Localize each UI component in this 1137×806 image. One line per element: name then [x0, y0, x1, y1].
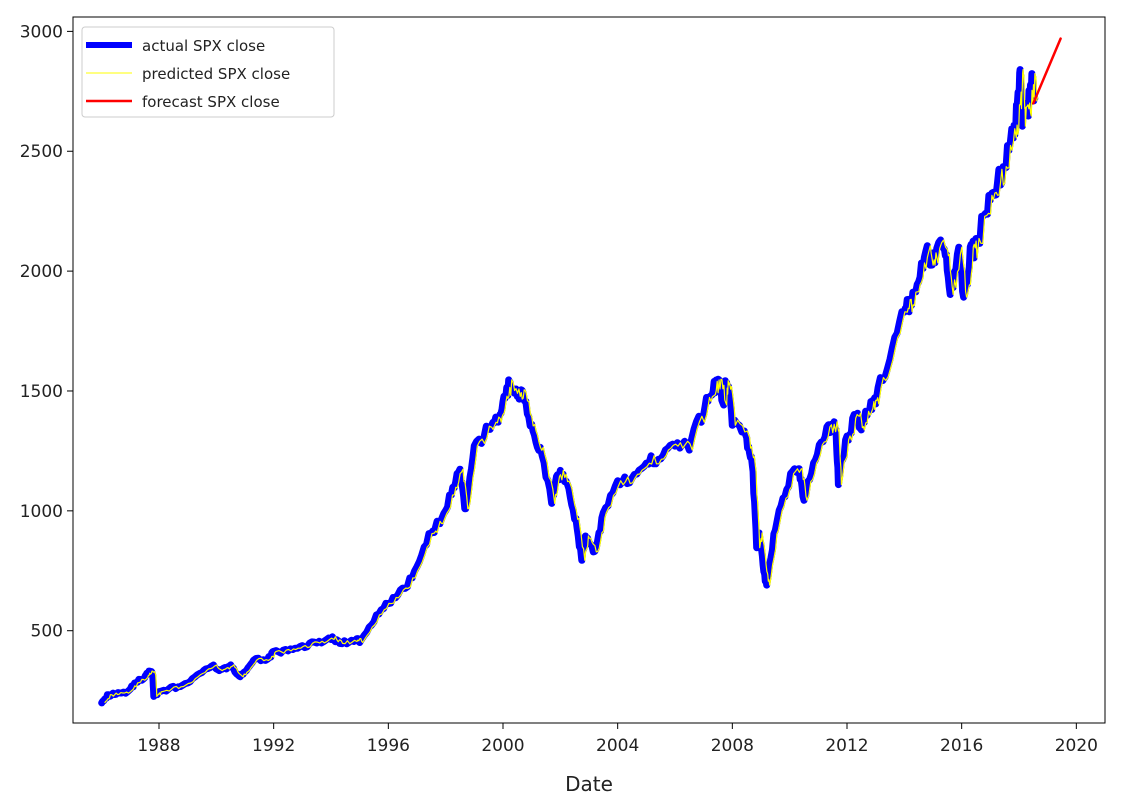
y-tick-label: 500: [31, 622, 63, 642]
x-tick-label: 2016: [940, 736, 983, 756]
y-tick-label: 3000: [20, 22, 63, 42]
x-tick-label: 2008: [711, 736, 754, 756]
x-tick-label: 2000: [481, 736, 524, 756]
x-tick-label: 2012: [825, 736, 868, 756]
series-line-predicted: [104, 69, 1039, 704]
legend-label-actual: actual SPX close: [142, 37, 265, 55]
x-tick-label: 1996: [367, 736, 410, 756]
legend-label-forecast: forecast SPX close: [142, 93, 280, 111]
series-layer: [98, 37, 1062, 707]
legend-label-predicted: predicted SPX close: [142, 65, 290, 83]
plot-frame: [72, 16, 1106, 724]
y-tick-label: 1000: [20, 502, 63, 522]
x-tick-label: 1988: [137, 736, 180, 756]
series-line-actual: [98, 66, 1039, 707]
series-line-forecast: [1032, 37, 1062, 105]
y-tick-label: 2500: [20, 142, 63, 162]
legend-box: [81, 26, 335, 118]
x-tick-label: 2020: [1055, 736, 1098, 756]
x-axis: 1988 1992 1996 2000 2004 2008 2012 2016 2020: [137, 723, 1098, 756]
y-axis: 500 1000 1500 2000 2500 3000: [20, 22, 73, 642]
y-tick-label: 2000: [20, 262, 63, 282]
x-tick-label: 2004: [596, 736, 639, 756]
x-axis-title: Date: [565, 772, 613, 796]
y-tick-label: 1500: [20, 382, 63, 402]
legend: actual SPX close predicted SPX close for…: [81, 26, 335, 118]
x-tick-label: 1992: [252, 736, 295, 756]
